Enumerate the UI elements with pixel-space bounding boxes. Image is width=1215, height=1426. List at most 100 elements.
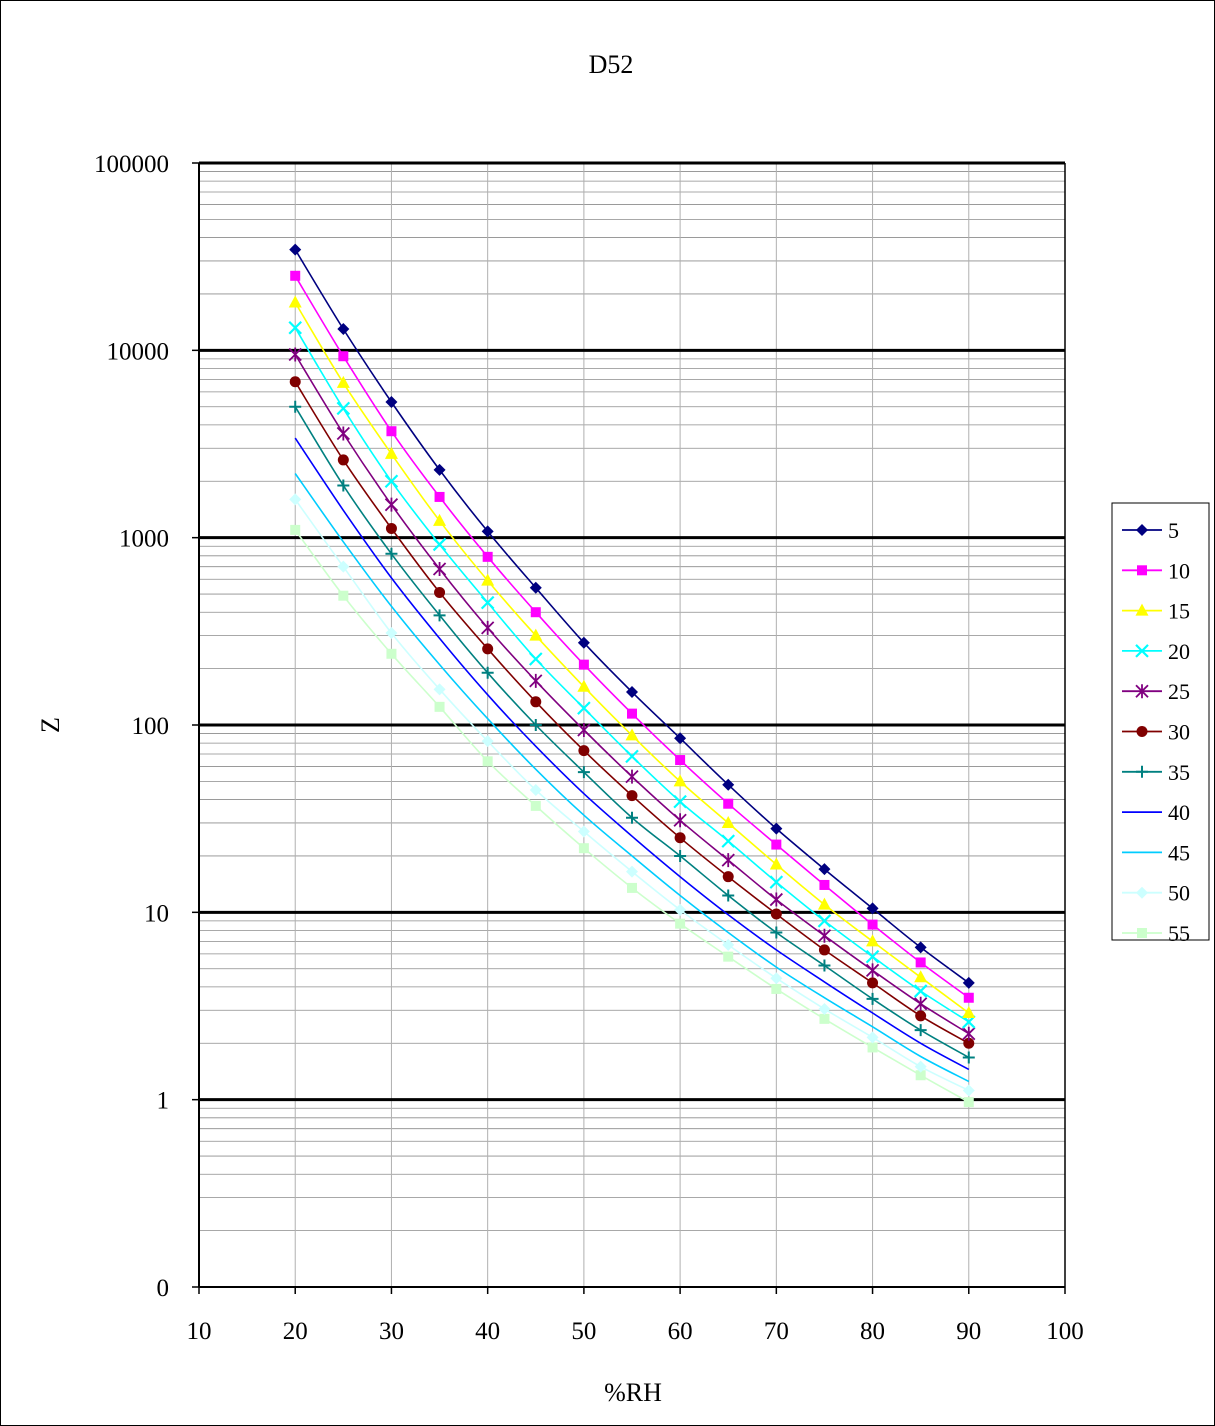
data-point-50 (866, 1031, 879, 1044)
data-point-30 (337, 454, 349, 466)
data-point-10 (434, 491, 445, 502)
data-point-5 (529, 581, 542, 594)
legend-label: 20 (1168, 639, 1190, 664)
legend-marker-25 (1135, 684, 1149, 699)
data-point-35 (433, 609, 446, 622)
x-tick-label: 50 (571, 1318, 596, 1345)
data-point-25 (721, 853, 735, 868)
data-point-30 (915, 1010, 927, 1022)
data-point-35 (289, 400, 302, 413)
data-point-10 (338, 351, 349, 362)
data-point-30 (818, 944, 830, 956)
data-point-25 (865, 963, 880, 978)
data-point-50 (914, 1060, 927, 1073)
data-point-55 (819, 1013, 830, 1024)
data-point-5 (385, 395, 398, 408)
data-point-20 (865, 949, 880, 964)
legend-marker-15 (1135, 603, 1149, 616)
x-tick-label: 80 (860, 1318, 885, 1345)
y-tick-label: 1000 (119, 526, 169, 553)
data-point-55 (290, 524, 301, 535)
data-point-25 (625, 769, 639, 784)
data-point-50 (529, 783, 542, 796)
data-point-50 (674, 903, 687, 916)
data-point-55 (723, 951, 734, 962)
legend-label: 45 (1168, 840, 1190, 865)
data-point-5 (433, 463, 446, 476)
legend-marker-30 (1136, 726, 1148, 737)
data-point-25 (962, 1026, 976, 1041)
data-point-55 (530, 800, 541, 811)
data-point-20 (577, 701, 591, 715)
data-point-55 (386, 648, 397, 659)
y-tick-label: 0 (157, 1275, 170, 1302)
x-tick-label: 60 (668, 1318, 693, 1345)
data-point-10 (819, 879, 830, 890)
data-point-20 (288, 320, 302, 335)
x-tick-label: 30 (379, 1318, 404, 1345)
data-point-50 (770, 972, 783, 985)
data-point-35 (577, 766, 590, 779)
data-point-50 (577, 825, 590, 838)
data-point-35 (914, 1024, 927, 1037)
data-point-25 (817, 928, 832, 943)
data-point-35 (818, 959, 831, 972)
legend-label: 55 (1168, 921, 1190, 946)
data-point-35 (626, 811, 638, 824)
data-point-55 (867, 1042, 878, 1053)
x-tick-label: 10 (187, 1318, 212, 1345)
data-point-25 (577, 723, 591, 738)
data-point-5 (577, 636, 590, 649)
legend-marker-5 (1136, 524, 1148, 536)
x-tick-label: 90 (956, 1318, 981, 1345)
legend-label: 50 (1168, 881, 1190, 906)
data-point-15 (962, 1006, 976, 1019)
data-point-10 (386, 426, 397, 437)
y-tick-labels: 0 1 10 100 1000 10000 100000 (94, 151, 199, 1302)
data-point-20 (336, 401, 351, 416)
data-point-25 (288, 347, 302, 362)
y-tick-label: 10000 (107, 338, 170, 365)
data-point-15 (336, 375, 350, 388)
y-tick-label: 10 (144, 900, 169, 927)
data-point-25 (769, 892, 783, 907)
data-point-15 (529, 628, 543, 641)
data-point-25 (432, 562, 447, 577)
chart-title: D52 (589, 50, 634, 79)
data-point-15 (914, 970, 928, 983)
data-point-10 (482, 551, 493, 562)
data-point-55 (338, 590, 349, 601)
data-point-50 (962, 1084, 975, 1097)
data-point-10 (867, 919, 878, 930)
data-point-55 (963, 1097, 974, 1108)
legend-label: 25 (1168, 679, 1190, 704)
data-point-20 (817, 914, 832, 928)
data-point-15 (288, 295, 302, 308)
data-point-15 (817, 897, 831, 910)
data-point-30 (867, 977, 879, 989)
data-point-5 (914, 941, 927, 954)
data-point-15 (769, 857, 783, 870)
data-point-30 (674, 832, 686, 844)
data-point-35 (722, 889, 735, 902)
data-point-10 (675, 755, 686, 766)
data-point-5 (289, 243, 302, 256)
legend-label: 15 (1168, 599, 1190, 624)
data-point-15 (721, 815, 735, 828)
data-point-30 (530, 696, 542, 708)
data-point-5 (674, 732, 687, 745)
legend: 5 10 15 20 25 30 35 40 45 50 55 (1111, 502, 1210, 946)
data-point-35 (866, 992, 879, 1005)
data-point-5 (626, 686, 638, 699)
x-axis-label: %RH (604, 1378, 662, 1407)
legend-box (1111, 502, 1210, 941)
data-point-35 (337, 479, 350, 492)
data-point-15 (866, 934, 880, 947)
data-point-15 (481, 573, 495, 586)
data-point-10 (530, 607, 541, 618)
data-point-5 (770, 822, 783, 835)
data-point-20 (432, 537, 447, 552)
series-line-40 (294, 437, 970, 1071)
data-point-25 (384, 497, 399, 512)
